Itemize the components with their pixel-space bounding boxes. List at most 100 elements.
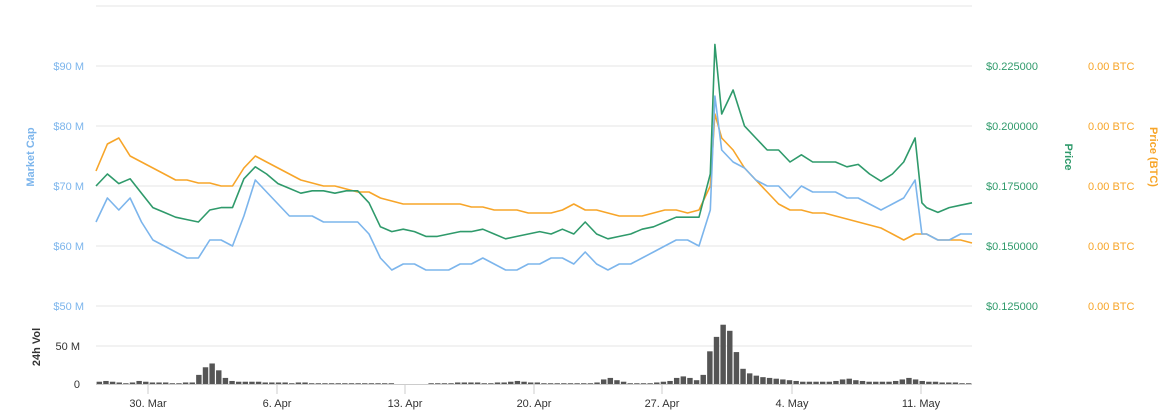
- series-lines: [95, 43, 973, 271]
- volume-bar: [819, 381, 826, 384]
- volume-bar: [474, 382, 481, 384]
- volume-bar: [581, 383, 587, 384]
- price-tick-label: $0.200000: [986, 121, 1038, 133]
- volume-bar: [780, 379, 786, 384]
- market-cap-series-line: [95, 95, 972, 271]
- volume-bar: [919, 380, 925, 384]
- volume-bar: [786, 380, 793, 384]
- volume-bar: [123, 383, 129, 384]
- volume-bar: [746, 373, 753, 384]
- volume-bar: [813, 381, 819, 384]
- volume-bar: [348, 383, 355, 384]
- volume-bar: [561, 383, 567, 384]
- volume-bar: [368, 383, 375, 384]
- volume-bar: [295, 382, 302, 384]
- volume-bar: [109, 381, 116, 384]
- volume-bar: [853, 380, 859, 384]
- volume-bar: [96, 381, 103, 384]
- volume-bar: [806, 381, 813, 384]
- volume-bar: [176, 383, 182, 384]
- volume-bar: [614, 380, 620, 384]
- volume-bar: [680, 376, 687, 384]
- volume-bar: [620, 381, 627, 384]
- volume-bar: [289, 383, 295, 384]
- volume-bar: [116, 382, 122, 384]
- volume-bar: [567, 383, 574, 384]
- volume-bar: [454, 382, 461, 384]
- volume-bar: [640, 383, 647, 384]
- volume-bar: [308, 383, 315, 384]
- market-cap-tick-label: $60 M: [53, 241, 84, 253]
- volume-bar: [932, 381, 939, 384]
- volume-bar: [793, 380, 799, 384]
- volume-bar: [162, 382, 169, 384]
- volume-bar: [501, 382, 507, 384]
- volume-bar: [494, 382, 501, 384]
- volume-bar: [654, 382, 660, 384]
- price-btc-axis-title: Price (BTC): [1147, 127, 1159, 187]
- volume-bar: [143, 381, 149, 384]
- volume-bar: [156, 382, 162, 384]
- volume-bar: [912, 379, 919, 384]
- volume-bar: [667, 380, 673, 384]
- volume-bar: [700, 374, 706, 384]
- x-tick-label: 20. Apr: [517, 398, 552, 410]
- price-tick-label: $0.175000: [986, 181, 1038, 193]
- volume-bar: [136, 380, 142, 384]
- volume-bar: [255, 381, 262, 384]
- price-tick-label: $0.125000: [986, 301, 1038, 313]
- volume-bar: [727, 330, 733, 384]
- volume-bar: [508, 381, 514, 384]
- x-tick-label: 11. May: [902, 398, 941, 410]
- volume-top-tick-label: $50 M: [53, 301, 84, 313]
- x-tick-label: 30. Mar: [129, 398, 167, 410]
- volume-bar: [906, 377, 912, 384]
- volume-bar: [481, 383, 487, 384]
- volume-bar: [627, 383, 633, 384]
- volume-bar: [216, 370, 222, 384]
- volume-bar: [249, 381, 255, 384]
- volume-bar: [866, 381, 872, 384]
- volume-bar: [766, 377, 773, 384]
- volume-bar: [892, 380, 899, 384]
- volume-bar: [554, 383, 560, 384]
- volume-bar: [541, 383, 547, 384]
- volume-bar: [428, 383, 434, 384]
- volume-bar: [574, 383, 580, 384]
- volume-bar: [448, 383, 454, 384]
- volume-bar: [468, 382, 474, 384]
- market-cap-axis-title: Market Cap: [25, 127, 37, 187]
- volume-bar: [222, 377, 229, 384]
- volume-bar: [707, 351, 713, 384]
- volume-bar: [282, 382, 288, 384]
- volume-bar: [833, 380, 839, 384]
- price-btc-tick-label: 0.00 BTC: [1088, 301, 1135, 313]
- volume-bar: [952, 382, 959, 384]
- volume-bar: [873, 381, 879, 384]
- volume-bar: [773, 378, 779, 384]
- x-tick-label: 27. Apr: [645, 398, 680, 410]
- grid-layer: [96, 5, 972, 394]
- price-btc-tick-label: 0.00 BTC: [1088, 121, 1135, 133]
- x-tick-label: 6. Apr: [263, 398, 292, 410]
- volume-bar: [269, 382, 275, 384]
- volume-bar: [594, 382, 600, 384]
- volume-bar: [946, 382, 952, 384]
- volume-bar: [965, 383, 972, 384]
- volume-bar: [275, 382, 282, 384]
- volume-bar: [229, 380, 235, 384]
- price-series-line: [95, 43, 973, 240]
- volume-bar: [375, 383, 381, 384]
- volume-bar: [687, 377, 693, 384]
- volume-bar: [209, 363, 215, 384]
- volume-bar: [129, 382, 136, 384]
- volume-tick-label: 0: [74, 379, 80, 391]
- volume-bar: [362, 383, 368, 384]
- volume-bars: [96, 324, 972, 384]
- volume-bar: [879, 381, 886, 384]
- volume-axis-title: 24h Vol: [31, 328, 43, 366]
- x-tick-label: 13. Apr: [388, 398, 423, 410]
- volume-bar: [355, 383, 361, 384]
- volume-bar: [302, 382, 308, 384]
